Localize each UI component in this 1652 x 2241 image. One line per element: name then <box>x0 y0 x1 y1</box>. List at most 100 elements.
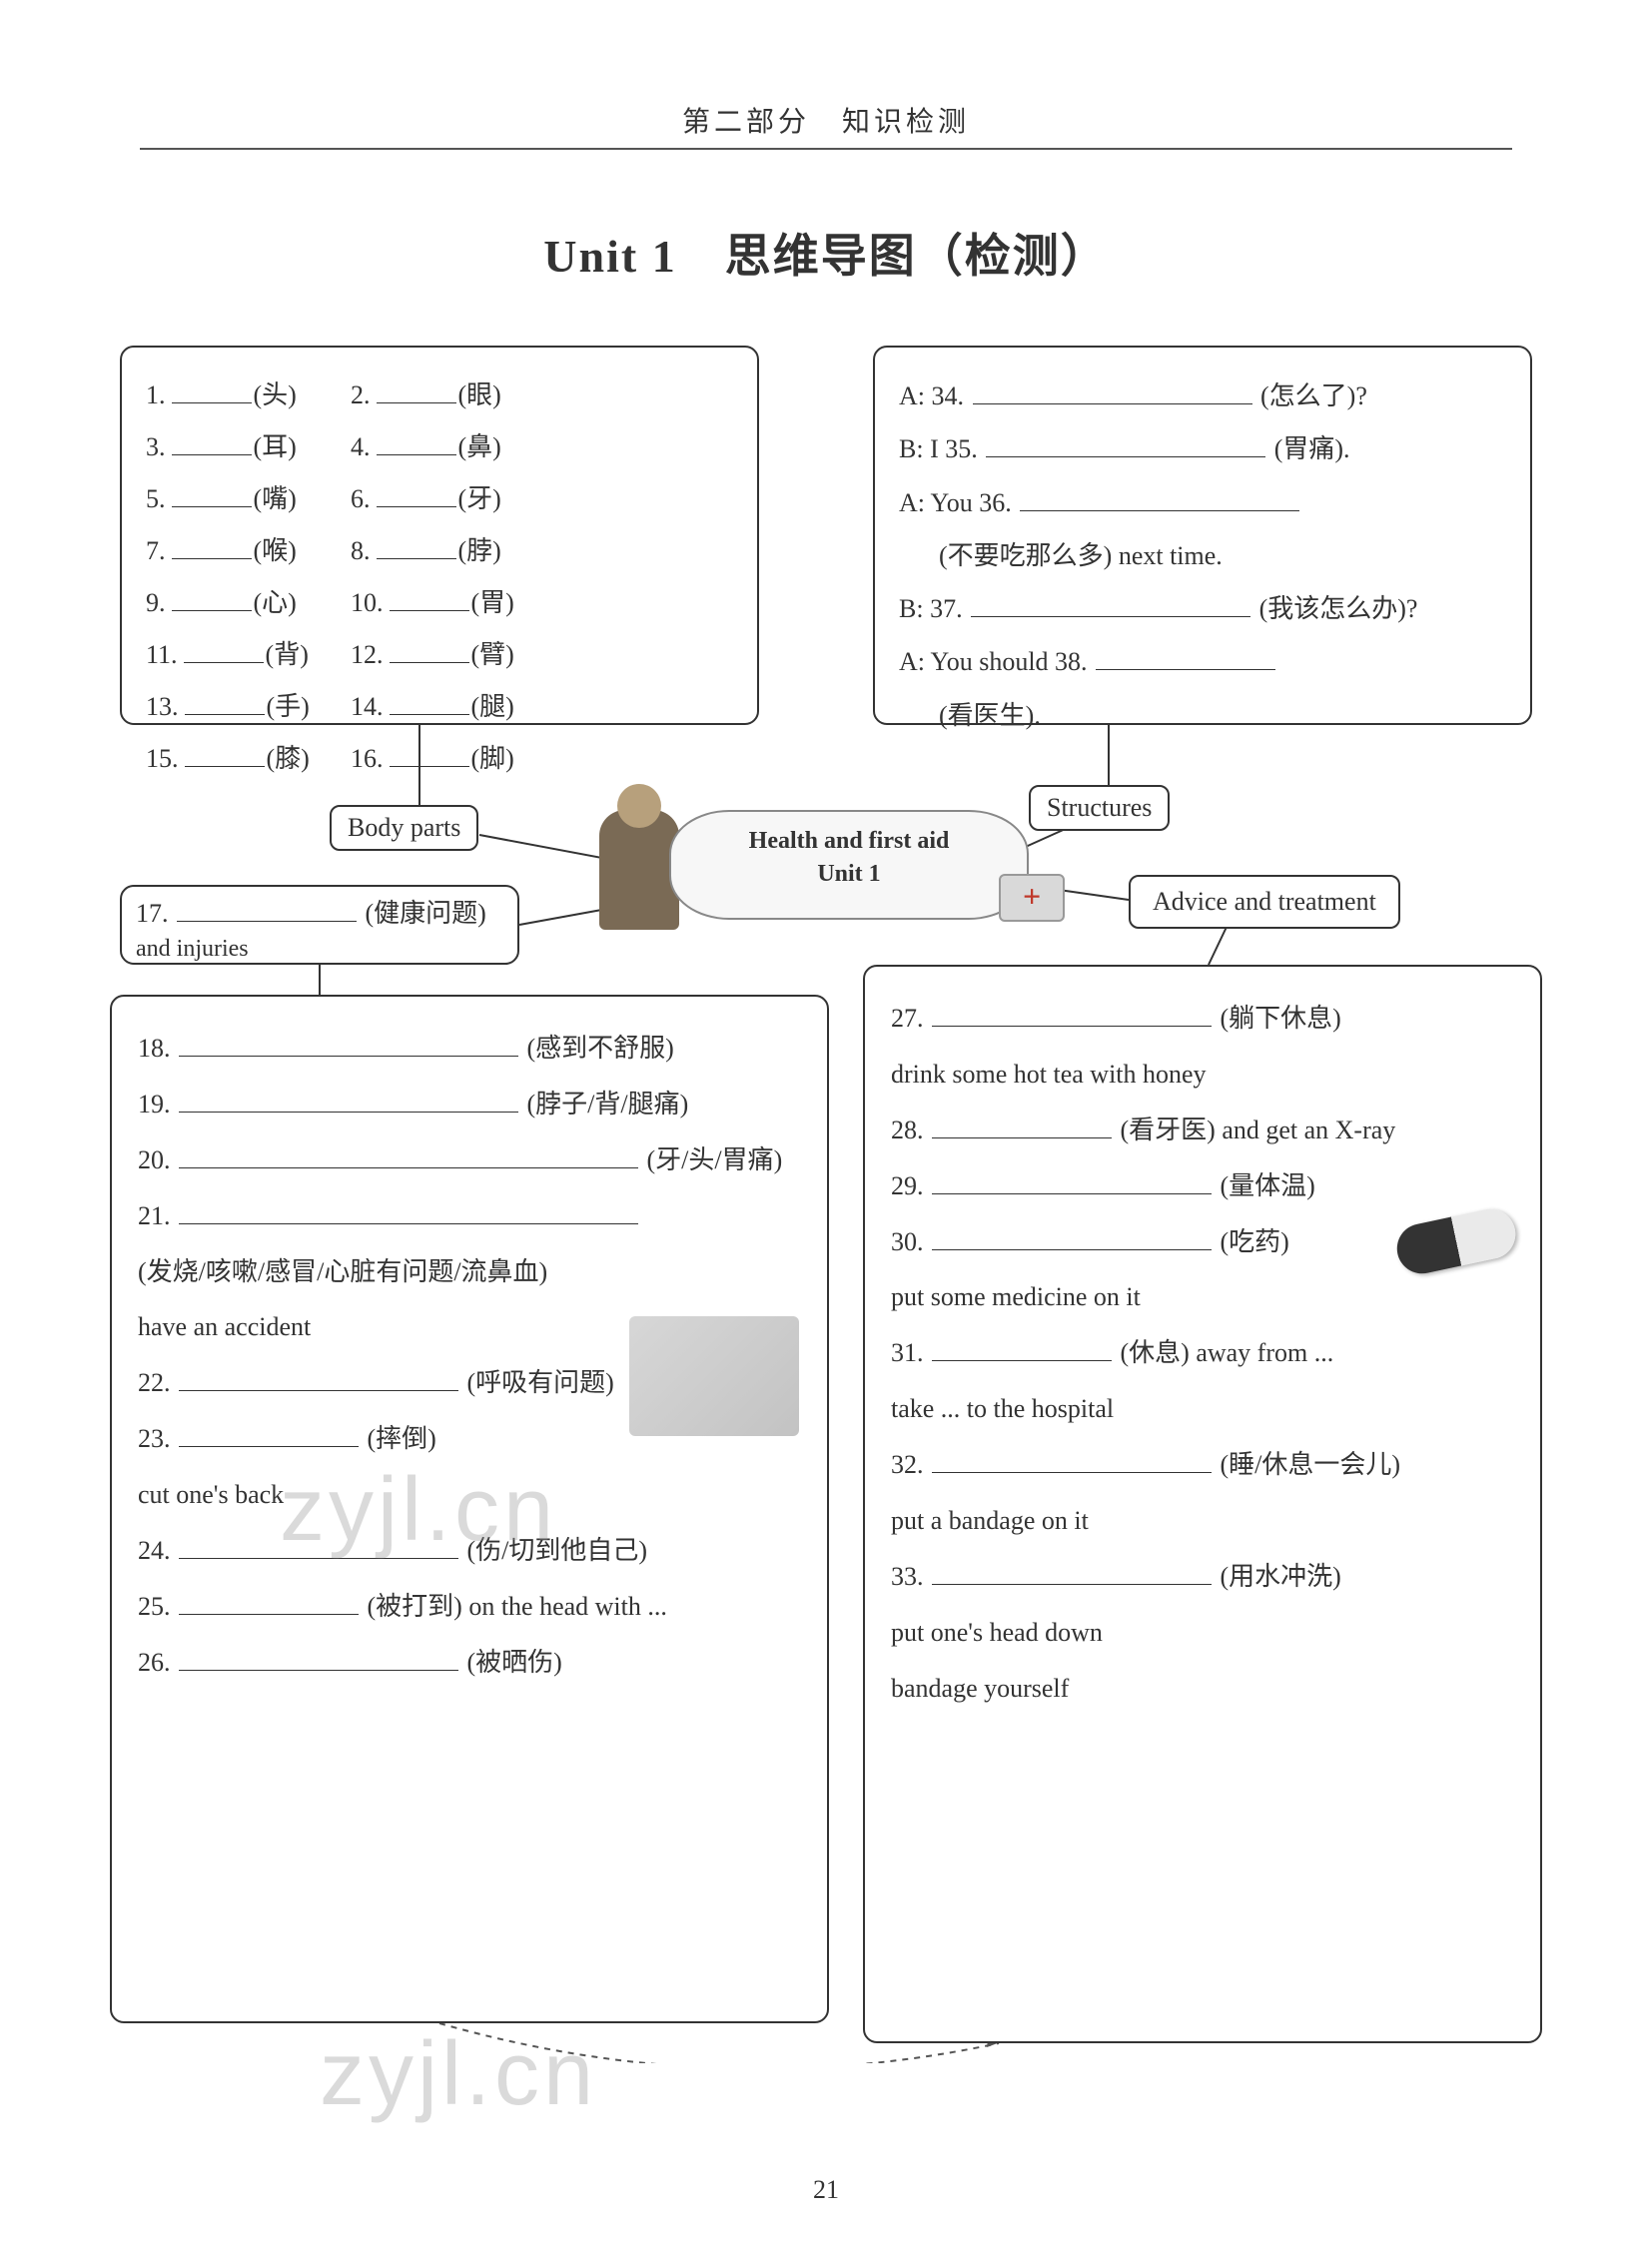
h: (感到不舒服) <box>527 1034 674 1063</box>
blank[interactable] <box>377 487 456 507</box>
blank[interactable] <box>172 487 252 507</box>
blank[interactable] <box>932 1453 1212 1473</box>
body-part-item: 13.(手) <box>146 681 341 733</box>
body-part-item: 14.(腿) <box>351 681 545 733</box>
page-header: 第二部分 知识检测 <box>140 100 1512 150</box>
title-text: Unit 1 思维导图（检测） <box>543 231 1108 282</box>
blank[interactable] <box>986 437 1265 457</box>
blank[interactable] <box>377 383 456 403</box>
item-number: 8. <box>351 525 371 577</box>
blank[interactable] <box>172 591 252 611</box>
n: 29. <box>891 1171 924 1200</box>
st-l5a: A: You should 38. <box>899 647 1088 676</box>
st-l2b: (胃痛). <box>1274 434 1350 463</box>
blank[interactable] <box>185 695 265 715</box>
blank[interactable] <box>179 1037 518 1057</box>
blank[interactable] <box>184 643 264 663</box>
blank[interactable] <box>179 1427 359 1447</box>
h: (伤/切到他自己) <box>467 1536 648 1565</box>
item-number: 2. <box>351 370 371 421</box>
txt: take ... to the hospital <box>891 1381 1514 1437</box>
blank[interactable] <box>390 747 469 767</box>
blank[interactable] <box>179 1204 638 1224</box>
blank[interactable] <box>172 435 252 455</box>
blank[interactable] <box>390 591 469 611</box>
watermark: zyjl.cn <box>320 2023 597 2126</box>
hub-line1: Health and first aid <box>671 828 1027 855</box>
item-number: 10. <box>351 577 384 629</box>
txt: put a bandage on it <box>891 1493 1514 1549</box>
item-number: 11. <box>146 629 178 681</box>
blank[interactable] <box>932 1119 1112 1138</box>
st-l2a: B: I 35. <box>899 434 978 463</box>
blank[interactable] <box>377 539 456 559</box>
label-body-parts: Body parts <box>330 805 478 851</box>
center-cloud: Health and first aid Unit 1 <box>669 810 1029 920</box>
body-part-item: 2. (眼) <box>351 370 545 421</box>
blank[interactable] <box>179 1093 518 1113</box>
item-hint: (嘴) <box>254 473 297 525</box>
blank[interactable] <box>971 597 1250 617</box>
blank[interactable] <box>932 1565 1212 1585</box>
blank[interactable] <box>932 1007 1212 1027</box>
first-aid-kit-icon <box>999 874 1065 922</box>
body-part-item: 12.(臂) <box>351 629 545 681</box>
n: 32. <box>891 1450 924 1479</box>
mindmap-diagram: 1.(头)2.(眼)3.(耳)4.(鼻)5.(嘴)6.(牙)7.(喉)8.(脖)… <box>120 346 1532 2063</box>
advice-list-box: 27. (躺下休息) drink some hot tea with honey… <box>863 965 1542 2043</box>
blank[interactable] <box>179 1371 458 1391</box>
blank[interactable] <box>390 643 469 663</box>
body-part-item: 7.(喉) <box>146 525 341 577</box>
blank[interactable] <box>932 1230 1212 1250</box>
item-number: 16. <box>351 733 384 785</box>
h: (睡/休息一会儿) <box>1221 1450 1401 1479</box>
page-title: Unit 1 思维导图（检测） <box>120 220 1532 286</box>
n: 30. <box>891 1227 924 1256</box>
blank[interactable] <box>179 1539 458 1559</box>
hp-num: 17. <box>136 899 169 928</box>
item-hint: (胃) <box>471 577 514 629</box>
h: (看牙医) and get an X-ray <box>1121 1116 1396 1144</box>
blank[interactable] <box>172 539 252 559</box>
n: 24. <box>138 1536 171 1565</box>
h: (摔倒) <box>368 1424 436 1453</box>
item-hint: (牙) <box>458 473 501 525</box>
blank[interactable] <box>179 1651 458 1671</box>
item-hint: (膝) <box>267 733 310 785</box>
blank[interactable] <box>973 384 1252 404</box>
txt: drink some hot tea with honey <box>891 1047 1514 1103</box>
n: 18. <box>138 1034 171 1063</box>
item-hint: (手) <box>267 681 310 733</box>
blank[interactable] <box>390 695 469 715</box>
blank[interactable] <box>177 902 357 922</box>
hp-hint: (健康问题) <box>366 899 486 928</box>
blank[interactable] <box>179 1148 638 1168</box>
st-l3b: (不要吃那么多) next time. <box>939 541 1223 570</box>
body-part-item: 15.(膝) <box>146 733 341 785</box>
n: 31. <box>891 1338 924 1367</box>
item-hint: (喉) <box>254 525 297 577</box>
h: (被晒伤) <box>467 1648 562 1677</box>
n: 21. <box>138 1201 171 1230</box>
blank[interactable] <box>179 1595 359 1615</box>
body-part-item: 3.(耳) <box>146 421 341 473</box>
blank[interactable] <box>1096 650 1275 670</box>
body-part-item: 11.(背) <box>146 629 341 681</box>
n: 19. <box>138 1090 171 1119</box>
item-number: 3. <box>146 421 166 473</box>
blank[interactable] <box>185 747 265 767</box>
h: (量体温) <box>1221 1171 1315 1200</box>
n: 22. <box>138 1368 171 1397</box>
hub-line2: Unit 1 <box>671 861 1027 888</box>
body-part-item: 8.(脖) <box>351 525 545 577</box>
blank[interactable] <box>932 1174 1212 1194</box>
h: (用水冲洗) <box>1221 1562 1341 1591</box>
item-hint: (眼) <box>458 370 501 421</box>
blank[interactable] <box>377 435 456 455</box>
blank[interactable] <box>1020 491 1299 511</box>
blank[interactable] <box>932 1341 1112 1361</box>
item-hint: (头) <box>254 370 297 421</box>
blank[interactable] <box>172 383 252 403</box>
body-part-item: 1. (头) <box>146 370 341 421</box>
item-number: 1. <box>146 370 166 421</box>
